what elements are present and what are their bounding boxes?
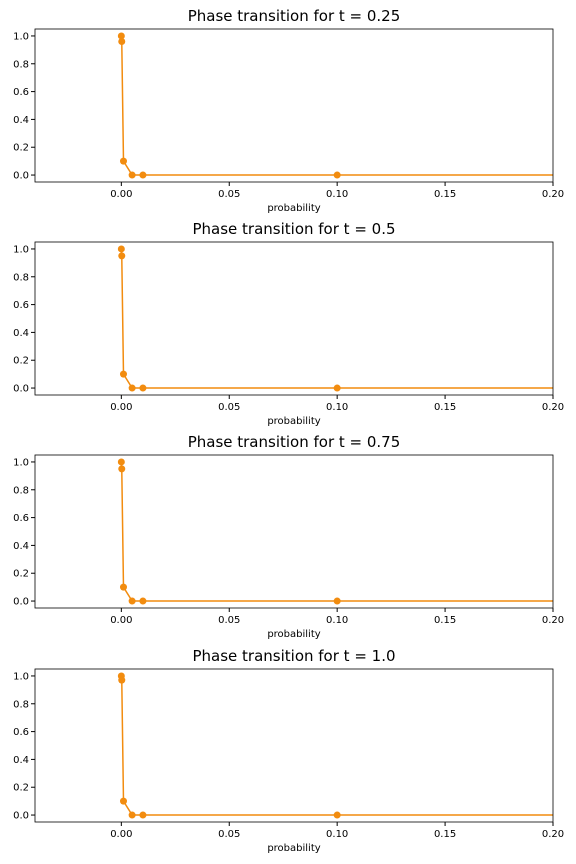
x-tick-label: 0.20: [542, 189, 564, 200]
plot-area: [117, 32, 553, 179]
marker: [333, 384, 341, 392]
y-tick-label: 1.0: [13, 244, 29, 255]
y-tick-label: 0.4: [13, 328, 29, 339]
y-tick-label: 0.8: [13, 59, 29, 70]
x-tick-label: 0.10: [326, 189, 348, 200]
x-tick-label: 0.15: [434, 615, 456, 626]
marker: [119, 797, 127, 805]
chart-title: Phase transition for t = 0.5: [192, 220, 395, 238]
line: [120, 248, 553, 389]
x-tick-label: 0.05: [218, 615, 240, 626]
y-tick-label: 0.0: [13, 171, 29, 182]
y-tick-label: 0.2: [13, 143, 29, 154]
subplot: Phase transition for t = 0.5 probability 0…: [13, 220, 564, 427]
y-tick-label: 0.2: [13, 783, 29, 794]
y-tick-label: 0.0: [13, 384, 29, 395]
line: [120, 461, 553, 602]
x-tick-label: 0.15: [434, 189, 456, 200]
x-tick-label: 0.10: [326, 829, 348, 840]
x-tick-label: 0.15: [434, 402, 456, 413]
subplot: Phase transition for t = 0.75 probability…: [13, 433, 564, 640]
subplot: Phase transition for t = 0.25 probability…: [13, 7, 564, 214]
x-tick-label: 0.15: [434, 829, 456, 840]
marker: [139, 811, 147, 819]
marker: [128, 384, 136, 392]
y-tick-label: 0.8: [13, 272, 29, 283]
x-tick-label: 0.00: [110, 615, 132, 626]
x-tick-label: 0.00: [110, 829, 132, 840]
plot-area: [117, 245, 553, 392]
marker: [139, 597, 147, 605]
marker: [128, 597, 136, 605]
axes-frame: [34, 668, 554, 823]
y-tick-label: 0.4: [13, 541, 29, 552]
x-axis-label: probability: [267, 629, 320, 640]
y-tick-label: 0.6: [13, 513, 29, 524]
y-tick-label: 1.0: [13, 671, 29, 682]
plot-area: [117, 458, 553, 605]
x-tick-label: 0.10: [326, 402, 348, 413]
y-tick-label: 0.6: [13, 300, 29, 311]
y-tick-label: 0.4: [13, 115, 29, 126]
y-tick-label: 0.8: [13, 485, 29, 496]
marker: [128, 171, 136, 179]
axes-frame: [34, 454, 554, 609]
marker: [128, 811, 136, 819]
y-tick-label: 0.8: [13, 699, 29, 710]
marker: [333, 811, 341, 819]
y-tick-label: 0.4: [13, 755, 29, 766]
y-tick-label: 0.2: [13, 569, 29, 580]
x-tick-label: 0.05: [218, 829, 240, 840]
line: [120, 675, 553, 816]
chart-title: Phase transition for t = 0.75: [188, 433, 401, 451]
marker: [117, 32, 125, 40]
x-axis-label: probability: [267, 843, 320, 854]
marker: [139, 171, 147, 179]
y-tick-label: 0.0: [13, 597, 29, 608]
y-tick-label: 1.0: [13, 31, 29, 42]
chart-title: Phase transition for t = 0.25: [188, 7, 401, 25]
marker: [333, 171, 341, 179]
marker: [118, 676, 126, 684]
x-tick-label: 0.00: [110, 402, 132, 413]
axes-frame: [34, 241, 554, 396]
line: [120, 35, 553, 176]
x-axis-label: probability: [267, 203, 320, 214]
marker: [139, 384, 147, 392]
marker: [118, 38, 126, 46]
subplot: Phase transition for t = 1.0 probability 0…: [13, 647, 564, 854]
marker: [118, 465, 126, 473]
marker: [118, 252, 126, 260]
marker: [117, 458, 125, 466]
axes-frame: [34, 28, 554, 183]
y-tick-label: 1.0: [13, 457, 29, 468]
x-tick-label: 0.20: [542, 402, 564, 413]
y-tick-label: 0.2: [13, 356, 29, 367]
x-tick-label: 0.05: [218, 402, 240, 413]
marker: [117, 245, 125, 253]
plot-area: [117, 672, 553, 819]
marker: [119, 583, 127, 591]
y-tick-label: 0.6: [13, 727, 29, 738]
y-tick-label: 0.6: [13, 87, 29, 98]
marker: [119, 370, 127, 378]
y-tick-label: 0.0: [13, 811, 29, 822]
chart-title: Phase transition for t = 1.0: [192, 647, 395, 665]
x-tick-label: 0.20: [542, 829, 564, 840]
x-axis-label: probability: [267, 416, 320, 427]
x-tick-label: 0.00: [110, 189, 132, 200]
marker: [119, 157, 127, 165]
x-tick-label: 0.20: [542, 615, 564, 626]
x-tick-label: 0.05: [218, 189, 240, 200]
x-tick-label: 0.10: [326, 615, 348, 626]
marker: [333, 597, 341, 605]
